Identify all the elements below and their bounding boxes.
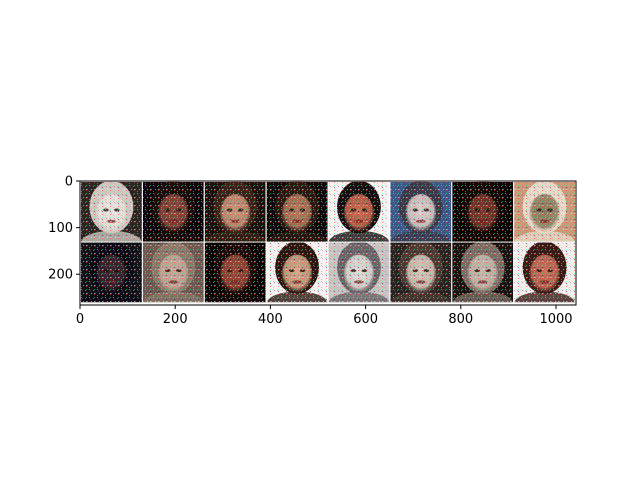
y-tick-label: 200 xyxy=(48,268,73,283)
y-tick-label: 100 xyxy=(48,221,73,236)
x-tick-label: 400 xyxy=(258,312,283,327)
face-tile xyxy=(328,181,390,242)
face-tile xyxy=(390,181,452,242)
face-tile xyxy=(266,242,328,303)
face-tile xyxy=(390,242,452,303)
face-tile xyxy=(204,181,266,242)
axes-frame xyxy=(79,180,577,306)
face-tile xyxy=(204,242,266,303)
x-tick-label: 1000 xyxy=(539,312,572,327)
face-tile xyxy=(452,242,514,303)
face-tile xyxy=(142,242,204,303)
x-axis: 0 200 400 600 800 1000 xyxy=(76,305,573,327)
face-tile xyxy=(80,242,142,303)
x-tick-label: 200 xyxy=(163,312,188,327)
x-tick-label: 600 xyxy=(353,312,378,327)
face-tile xyxy=(452,181,514,242)
image-grid xyxy=(80,181,576,303)
face-tile xyxy=(514,242,576,303)
y-tick-label: 0 xyxy=(65,175,73,190)
face-tile xyxy=(514,181,576,242)
face-tile xyxy=(266,181,328,242)
x-tick-label: 0 xyxy=(76,312,84,327)
face-tile xyxy=(142,181,204,242)
y-axis: 0 100 200 xyxy=(48,175,80,283)
x-tick-label: 800 xyxy=(448,312,473,327)
face-tile xyxy=(328,242,390,303)
face-tile xyxy=(80,181,142,242)
